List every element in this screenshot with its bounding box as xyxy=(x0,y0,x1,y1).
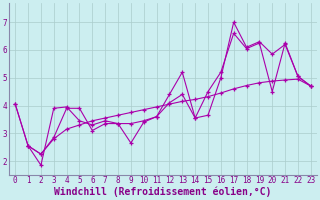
X-axis label: Windchill (Refroidissement éolien,°C): Windchill (Refroidissement éolien,°C) xyxy=(54,187,272,197)
